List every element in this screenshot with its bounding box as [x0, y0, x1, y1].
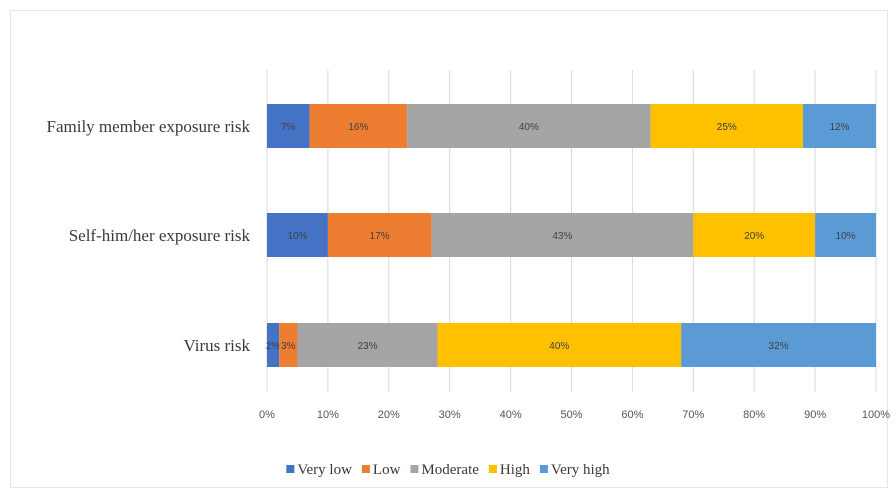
x-tick-label: 90% — [804, 409, 826, 421]
category-label: Family member exposure risk — [47, 117, 251, 136]
legend-item: High — [488, 462, 531, 478]
data-label: 32% — [769, 341, 789, 352]
legend-item: Low — [361, 462, 401, 478]
legend-item: Moderate — [410, 462, 479, 478]
data-label: 20% — [744, 231, 764, 242]
data-label: 25% — [717, 122, 737, 133]
x-tick-label: 80% — [743, 409, 765, 421]
category-label: Virus risk — [183, 336, 250, 355]
x-tick-label: 20% — [378, 409, 400, 421]
legend: Very low Low Moderate High Very high — [286, 462, 610, 478]
bar-segment — [802, 104, 876, 148]
x-tick-label: 30% — [439, 409, 461, 421]
bar-segment — [693, 213, 816, 257]
category-axis: Family member exposure risk Self-him/her … — [47, 117, 251, 355]
legend-swatch — [410, 465, 419, 473]
data-label: 16% — [348, 122, 368, 133]
bar-segment — [650, 104, 803, 148]
legend-label: High — [500, 462, 531, 478]
data-label: 43% — [552, 231, 572, 242]
bar-segment — [309, 104, 408, 148]
data-label: 40% — [519, 122, 539, 133]
x-tick-label: 60% — [621, 409, 643, 421]
legend-label: Low — [373, 462, 401, 478]
value-axis: 0% 10% 20% 30% 40% 50% 60% 70% 80% 90% 100% — [259, 409, 890, 421]
bar-segment — [267, 213, 328, 257]
x-tick-label: 40% — [500, 409, 522, 421]
bar-segment — [297, 323, 438, 367]
bar-segment — [815, 213, 876, 257]
x-tick-label: 50% — [560, 409, 582, 421]
x-tick-label: 100% — [862, 409, 890, 421]
legend-item: Very high — [539, 462, 610, 478]
legend-swatch — [488, 465, 497, 473]
bar-segment — [267, 323, 280, 367]
data-label: 10% — [287, 231, 307, 242]
legend-swatch — [539, 465, 548, 473]
legend-item: Very low — [286, 462, 352, 478]
bar-segment — [279, 323, 298, 367]
x-tick-label: 10% — [317, 409, 339, 421]
legend-swatch — [286, 465, 295, 473]
bar-segment — [267, 104, 310, 148]
bar-segment — [437, 323, 682, 367]
data-label: 40% — [549, 341, 569, 352]
data-label: 12% — [829, 122, 849, 133]
data-label: 3% — [281, 341, 296, 352]
data-label: 10% — [836, 231, 856, 242]
legend-label: Moderate — [421, 462, 479, 478]
bar-series: 7% 16% 40% 25% 12% 10% 17% 43% 20% 10% 2% 3% 23% 40% 3… — [266, 104, 876, 367]
data-label: 17% — [370, 231, 390, 242]
legend-label: Very high — [551, 462, 610, 478]
x-tick-label: 70% — [682, 409, 704, 421]
data-label: 2% — [266, 341, 281, 352]
x-tick-label: 0% — [259, 409, 275, 421]
legend-swatch — [361, 465, 370, 473]
bar-segment — [327, 213, 432, 257]
bar-segment — [681, 323, 876, 367]
bar-segment — [431, 213, 694, 257]
category-label: Self-him/her exposure risk — [69, 226, 251, 245]
bar-segment — [407, 104, 651, 148]
data-label: 7% — [281, 122, 296, 133]
legend-label: Very low — [297, 462, 352, 478]
data-label: 23% — [357, 341, 377, 352]
